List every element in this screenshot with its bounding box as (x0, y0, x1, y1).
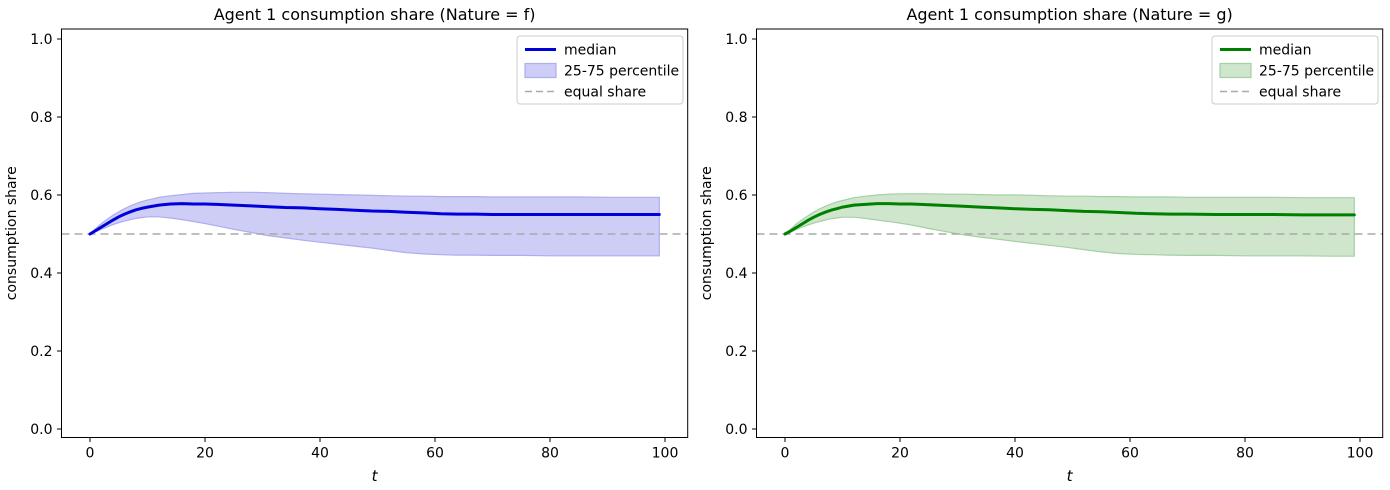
x-tick-label: 80 (541, 446, 559, 462)
chart-svg-nature-g: 0 20 40 60 80 100 0.0 0.2 0.4 0.6 0.8 1.0 Agent 1 co… (699, 5, 1384, 485)
y-tick-label: 0.2 (30, 344, 52, 360)
x-axis-label: t (372, 467, 379, 485)
y-tick-label: 0.4 (725, 266, 747, 282)
y-tick-label: 0.8 (725, 110, 747, 126)
plot-border (61, 28, 689, 438)
x-tick-label: 20 (891, 446, 909, 462)
x-tick-label: 100 (1347, 446, 1374, 462)
x-tick-label: 0 (86, 446, 95, 462)
legend-box (516, 35, 684, 105)
chart-title: Agent 1 consumption share (Nature = g) (906, 5, 1232, 24)
y-tick-label: 0.2 (725, 344, 747, 360)
median-line (88, 202, 661, 236)
x-tick-label: 40 (311, 446, 329, 462)
x-tick-label: 80 (1236, 446, 1254, 462)
y-axis-label: consumption share (699, 166, 715, 300)
y-tick-label: 0.0 (30, 422, 52, 438)
legend-percentile-sample (524, 62, 557, 79)
x-tick-label: 40 (1006, 446, 1024, 462)
legend: median 25-75 percentile equal share (1211, 35, 1379, 105)
chart-title: Agent 1 consumption share (Nature = f) (214, 5, 536, 24)
x-tick-label: 0 (781, 446, 790, 462)
chart-svg-nature-f: 0 20 40 60 80 100 0.0 0.2 0.4 0.6 0.8 1.0 Agent 1 co… (4, 5, 689, 485)
y-tick-label: 0.4 (30, 266, 52, 282)
legend-entry-label: equal share (1259, 85, 1341, 101)
x-tick-label: 60 (1121, 446, 1139, 462)
x-tick-label: 100 (652, 446, 679, 462)
percentile-band (784, 193, 1355, 257)
chart-panel-nature-g: 0 20 40 60 80 100 0.0 0.2 0.4 0.6 0.8 1.0 Agent 1 co… (695, 0, 1390, 490)
y-tick-label: 0.8 (30, 110, 52, 126)
legend-percentile-sample (1219, 62, 1252, 79)
y-axis-label: consumption share (4, 166, 20, 300)
chart-panel-nature-f: 0 20 40 60 80 100 0.0 0.2 0.4 0.6 0.8 1.0 Agent 1 co… (4, 5, 689, 485)
median-line (783, 202, 1356, 236)
legend-entry-label: median (1259, 43, 1311, 59)
y-tick-label: 1.0 (30, 32, 52, 48)
x-axis-label: t (1067, 467, 1074, 485)
plot-border (756, 28, 1384, 438)
legend-entry-label: 25-75 percentile (1259, 64, 1374, 80)
y-tick-label: 1.0 (725, 32, 747, 48)
legend-box (1211, 35, 1379, 105)
x-tick-label: 20 (196, 446, 214, 462)
y-tick-label: 0.6 (30, 188, 52, 204)
percentile-band (89, 191, 660, 257)
x-tick-label: 60 (426, 446, 444, 462)
legend-entry-label: equal share (564, 85, 646, 101)
legend: median 25-75 percentile equal share (516, 35, 684, 105)
y-tick-label: 0.0 (725, 422, 747, 438)
y-tick-label: 0.6 (725, 188, 747, 204)
legend-entry-label: 25-75 percentile (564, 64, 679, 80)
legend-entry-label: median (564, 43, 616, 59)
